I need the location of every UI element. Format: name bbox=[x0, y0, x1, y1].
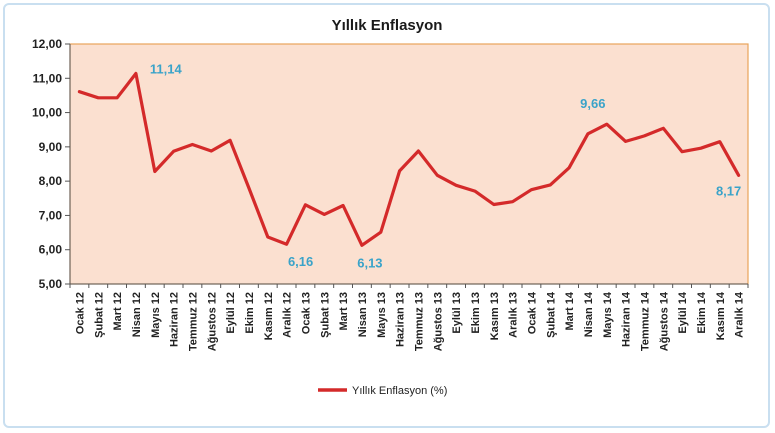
data-point bbox=[586, 132, 590, 135]
x-tick-label: Mart 12 bbox=[112, 292, 124, 331]
data-point bbox=[115, 96, 119, 100]
data-point bbox=[662, 127, 665, 130]
y-tick-label: 5,00 bbox=[39, 277, 63, 291]
data-point bbox=[643, 134, 646, 138]
legend: Yıllık Enflasyon (%) bbox=[318, 385, 447, 397]
x-tick-label: Nisan 13 bbox=[357, 292, 369, 337]
x-tick-label: Kasım 12 bbox=[263, 292, 275, 340]
data-point bbox=[549, 183, 552, 187]
data-point bbox=[266, 235, 269, 239]
legend-label: Yıllık Enflasyon (%) bbox=[352, 385, 447, 397]
plot-area bbox=[69, 43, 749, 285]
x-tick-label: Ocak 12 bbox=[74, 292, 86, 334]
data-point bbox=[247, 186, 251, 190]
y-tick-label: 10,00 bbox=[32, 106, 62, 120]
x-tick-label: Temmuz 13 bbox=[413, 292, 425, 351]
data-label: 9,66 bbox=[580, 96, 605, 111]
data-point bbox=[153, 170, 156, 173]
data-point bbox=[78, 90, 81, 93]
x-tick-label: Ocak 13 bbox=[300, 292, 312, 334]
data-point bbox=[341, 204, 345, 207]
y-tick-label: 12,00 bbox=[32, 37, 62, 51]
x-tick-label: Eylül 14 bbox=[677, 291, 689, 333]
x-tick-label: Ağustos 13 bbox=[432, 292, 444, 351]
x-tick-label: Şubat 12 bbox=[93, 292, 105, 338]
data-point bbox=[699, 147, 703, 150]
y-axis: 5,00 6,00 7,00 8,00 9,00 10,00 11,00 12,00 bbox=[32, 37, 71, 291]
x-axis: Ocak 12 Şubat 12 Mart 12 Nisan 12 Mayıs 12 Ha… bbox=[69, 283, 749, 351]
data-label: 6,13 bbox=[357, 255, 382, 270]
data-point bbox=[417, 149, 420, 153]
x-tick-label: Ekim 12 bbox=[244, 292, 256, 334]
y-tick-label: 8,00 bbox=[39, 174, 63, 188]
data-point bbox=[473, 189, 477, 193]
data-point bbox=[134, 72, 138, 75]
x-tick-label: Ağustos 14 bbox=[658, 291, 670, 351]
data-label: 6,16 bbox=[288, 254, 313, 269]
data-point bbox=[360, 244, 364, 247]
data-point bbox=[511, 200, 514, 203]
x-tick-label: Kasım 13 bbox=[489, 292, 501, 340]
data-point bbox=[398, 169, 401, 173]
x-tick-label: Mayıs 13 bbox=[376, 292, 388, 338]
x-tick-label: Şubat 14 bbox=[545, 291, 557, 338]
x-tick-label: Aralık 14 bbox=[734, 291, 746, 338]
data-label: 11,14 bbox=[150, 62, 183, 77]
series-layer bbox=[77, 71, 741, 247]
data-point bbox=[304, 203, 307, 206]
data-point bbox=[210, 149, 213, 153]
data-point bbox=[436, 174, 439, 177]
x-tick-label: Aralık 12 bbox=[282, 292, 294, 338]
y-tick-label: 11,00 bbox=[33, 71, 63, 85]
y-tick-label: 7,00 bbox=[39, 208, 63, 222]
y-tick-label: 6,00 bbox=[39, 243, 63, 257]
x-tick-label: Haziran 13 bbox=[395, 292, 407, 347]
data-point bbox=[530, 188, 533, 191]
x-tick-label: Aralık 13 bbox=[508, 292, 520, 338]
y-tick-label: 9,00 bbox=[39, 140, 63, 154]
data-point bbox=[454, 184, 458, 187]
annotations-layer: 11,14 6,16 6,13 9,66 8,17 bbox=[150, 62, 741, 271]
data-point bbox=[97, 96, 100, 100]
data-point bbox=[228, 139, 232, 142]
x-tick-label: Şubat 13 bbox=[319, 292, 331, 338]
data-point bbox=[379, 231, 382, 234]
data-label: 8,17 bbox=[716, 183, 741, 198]
chart-title: Yıllık Enflasyon bbox=[332, 17, 443, 34]
x-tick-label: Haziran 14 bbox=[621, 291, 633, 347]
x-tick-label: Haziran 12 bbox=[169, 292, 181, 347]
data-point bbox=[191, 143, 194, 146]
x-tick-label: Mart 13 bbox=[338, 292, 350, 331]
data-point bbox=[323, 213, 326, 216]
data-point bbox=[680, 150, 684, 153]
x-tick-label: Kasım 14 bbox=[715, 291, 727, 340]
x-tick-label: Ocak 14 bbox=[526, 291, 538, 334]
x-tick-label: Mayıs 12 bbox=[150, 292, 162, 338]
data-point bbox=[605, 123, 608, 126]
x-tick-label: Temmuz 12 bbox=[187, 292, 199, 351]
data-point bbox=[737, 174, 740, 177]
x-tick-label: Mart 14 bbox=[564, 291, 576, 330]
data-point bbox=[492, 203, 495, 206]
x-tick-label: Ekim 13 bbox=[470, 292, 482, 334]
x-tick-label: Temmuz 14 bbox=[639, 291, 651, 351]
x-tick-label: Eylül 13 bbox=[451, 292, 463, 334]
x-tick-label: Ağustos 12 bbox=[206, 292, 218, 351]
data-point bbox=[172, 150, 175, 153]
data-point bbox=[718, 140, 721, 143]
x-tick-label: Mayıs 14 bbox=[602, 291, 614, 338]
data-point bbox=[567, 166, 571, 169]
x-tick-label: Eylül 12 bbox=[225, 292, 237, 334]
x-tick-label: Nisan 12 bbox=[131, 292, 143, 337]
x-tick-label: Nisan 14 bbox=[583, 291, 595, 337]
series-line bbox=[77, 71, 741, 247]
x-tick-label: Ekim 14 bbox=[696, 291, 708, 333]
data-point bbox=[624, 140, 627, 143]
data-point bbox=[285, 243, 288, 246]
